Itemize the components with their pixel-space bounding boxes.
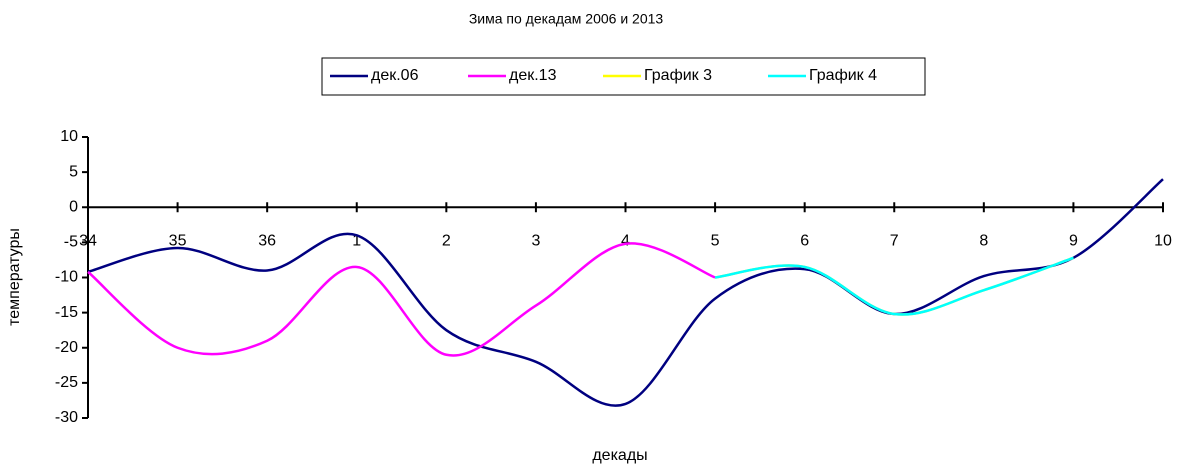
x-axis-title: декады: [592, 447, 647, 464]
y-tick-label: 5: [69, 163, 78, 180]
x-tick-label: 5: [711, 232, 720, 249]
line-series: [87, 242, 716, 357]
x-tick-label: 10: [1154, 232, 1172, 249]
legend-label: График 3: [644, 67, 712, 84]
x-tick-label: 8: [979, 232, 988, 249]
y-tick-label: -15: [55, 304, 78, 321]
x-tick-label: 36: [258, 232, 276, 249]
y-tick-label: -5: [64, 234, 78, 251]
x-tick-label: 4: [621, 232, 630, 249]
chart-title: Зима по декадам 2006 и 2013: [469, 11, 664, 27]
y-tick-label: -10: [55, 269, 78, 286]
y-tick-label: -25: [55, 374, 78, 391]
legend-label: дек.13: [509, 67, 557, 84]
legend-box: [321, 57, 926, 96]
x-tick-label: 1: [352, 232, 361, 249]
y-axis-title: температуры: [6, 228, 23, 326]
legend-label: График 4: [809, 67, 877, 84]
line-series: [87, 178, 1164, 407]
x-tick-label: 3: [531, 232, 540, 249]
y-tick-label: 10: [60, 128, 78, 145]
x-tick-label: 35: [169, 232, 187, 249]
y-tick-label: 0: [69, 198, 78, 215]
x-tick-label: 7: [890, 232, 899, 249]
x-tick-label: 2: [442, 232, 451, 249]
legend-label: дек.06: [371, 67, 419, 84]
y-tick-label: -20: [55, 339, 78, 356]
x-tick-label: 34: [79, 232, 97, 249]
x-tick-label: 9: [1069, 232, 1078, 249]
line-series: [714, 256, 1074, 316]
y-tick-label: -30: [55, 409, 78, 426]
x-tick-label: 6: [800, 232, 809, 249]
